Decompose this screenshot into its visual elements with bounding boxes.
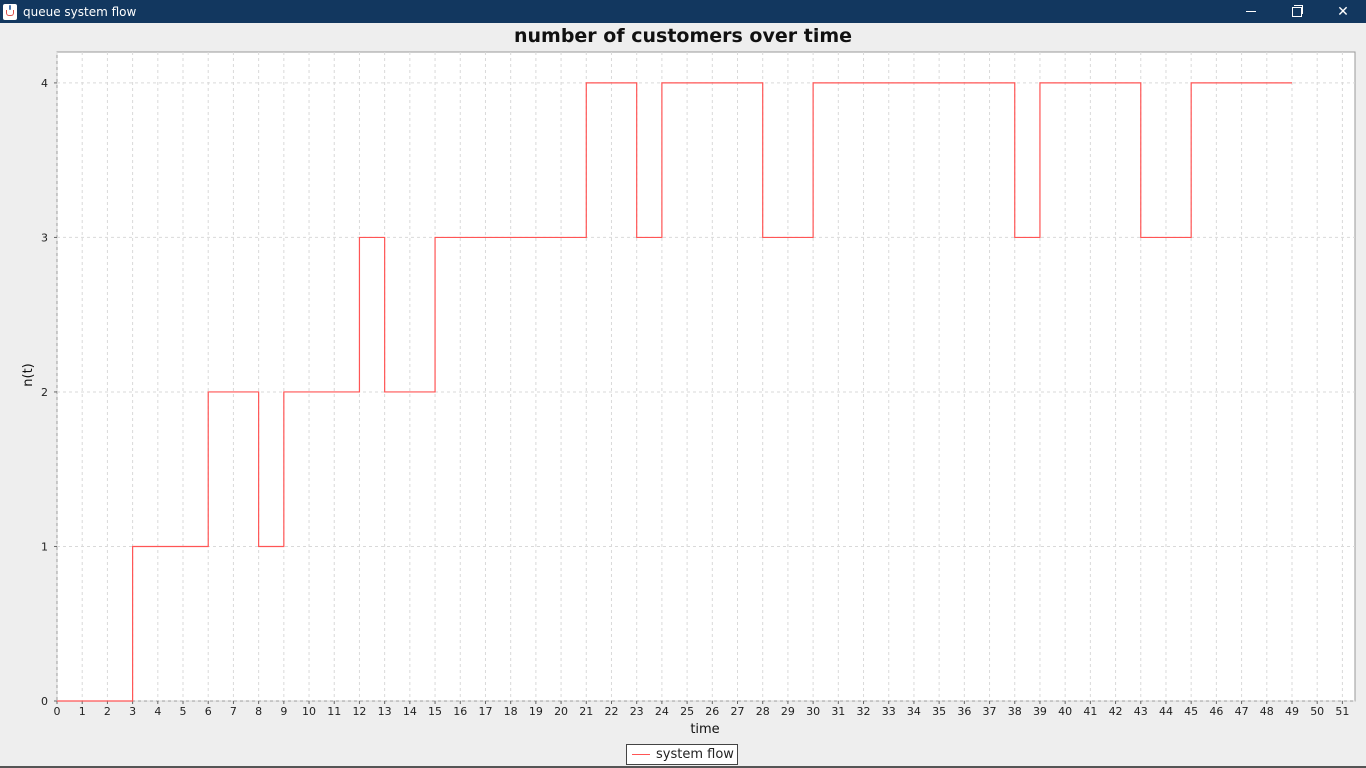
x-axis-label: time	[690, 722, 719, 737]
x-tick-label: 29	[781, 705, 795, 718]
x-tick-label: 17	[478, 705, 492, 718]
y-tick-label: 1	[41, 540, 48, 553]
y-tick-label: 2	[41, 386, 48, 399]
x-tick-label: 2	[104, 705, 111, 718]
close-button[interactable]: ✕	[1320, 0, 1366, 23]
x-tick-label: 31	[831, 705, 845, 718]
window-controls: ✕	[1228, 0, 1366, 23]
window-titlebar: queue system flow ✕	[0, 0, 1366, 23]
x-tick-label: 40	[1058, 705, 1072, 718]
y-tick-label: 0	[41, 695, 48, 708]
x-tick-label: 41	[1083, 705, 1097, 718]
restore-button[interactable]	[1274, 0, 1320, 23]
x-tick-label: 6	[205, 705, 212, 718]
x-tick-label: 13	[378, 705, 392, 718]
x-tick-label: 28	[756, 705, 770, 718]
window-bottom-edge	[0, 766, 1366, 768]
series-line-system-flow	[57, 82, 1292, 702]
series-layer	[57, 82, 1292, 702]
axis-ticks: 0 1 2 3 4 5 6 7 8 9 10 11 12 13 14 15 16 17 18 19 20 21 22 23 24…	[41, 77, 1349, 718]
chart-title: number of customers over time	[514, 25, 852, 47]
x-tick-label: 7	[230, 705, 237, 718]
x-tick-label: 25	[680, 705, 694, 718]
x-tick-label: 20	[554, 705, 568, 718]
x-tick-label: 38	[1008, 705, 1022, 718]
x-tick-label: 18	[504, 705, 518, 718]
x-tick-label: 4	[154, 705, 161, 718]
x-tick-label: 10	[302, 705, 316, 718]
x-tick-label: 48	[1260, 705, 1274, 718]
x-tick-label: 49	[1285, 705, 1299, 718]
x-tick-label: 5	[180, 705, 187, 718]
x-tick-label: 0	[54, 705, 61, 718]
x-tick-label: 47	[1235, 705, 1249, 718]
x-tick-label: 1	[79, 705, 86, 718]
x-tick-label: 11	[327, 705, 341, 718]
legend-swatch	[632, 754, 650, 755]
x-tick-label: 50	[1310, 705, 1324, 718]
y-tick-label: 3	[41, 231, 48, 244]
x-tick-label: 42	[1109, 705, 1123, 718]
x-tick-label: 36	[957, 705, 971, 718]
x-tick-label: 9	[280, 705, 287, 718]
x-tick-label: 30	[806, 705, 820, 718]
x-tick-label: 24	[655, 705, 669, 718]
x-tick-label: 12	[352, 705, 366, 718]
java-cup-icon	[3, 3, 17, 20]
x-tick-label: 43	[1134, 705, 1148, 718]
x-tick-label: 33	[882, 705, 896, 718]
x-tick-label: 34	[907, 705, 921, 718]
x-tick-label: 19	[529, 705, 543, 718]
minimize-icon	[1246, 11, 1256, 12]
x-tick-label: 3	[129, 705, 136, 718]
restore-icon	[1292, 4, 1303, 17]
x-tick-label: 15	[428, 705, 442, 718]
y-axis-label: n(t)	[21, 363, 36, 386]
x-tick-label: 37	[983, 705, 997, 718]
x-tick-label: 14	[403, 705, 417, 718]
x-tick-label: 46	[1209, 705, 1223, 718]
x-tick-label: 26	[705, 705, 719, 718]
window-title: queue system flow	[23, 4, 137, 19]
close-icon: ✕	[1337, 3, 1349, 20]
legend-label: system flow	[656, 747, 734, 762]
minimize-button[interactable]	[1228, 0, 1274, 23]
x-tick-label: 44	[1159, 705, 1173, 718]
x-tick-label: 27	[731, 705, 745, 718]
plot-area	[56, 51, 1356, 702]
x-tick-label: 23	[630, 705, 644, 718]
x-tick-label: 21	[579, 705, 593, 718]
x-tick-label: 51	[1335, 705, 1349, 718]
x-tick-label: 45	[1184, 705, 1198, 718]
legend: system flow	[626, 744, 738, 765]
x-tick-label: 32	[857, 705, 871, 718]
x-tick-label: 16	[453, 705, 467, 718]
x-tick-label: 35	[932, 705, 946, 718]
y-tick-label: 4	[41, 77, 48, 90]
x-tick-label: 22	[604, 705, 618, 718]
x-tick-label: 8	[255, 705, 262, 718]
x-tick-label: 39	[1033, 705, 1047, 718]
